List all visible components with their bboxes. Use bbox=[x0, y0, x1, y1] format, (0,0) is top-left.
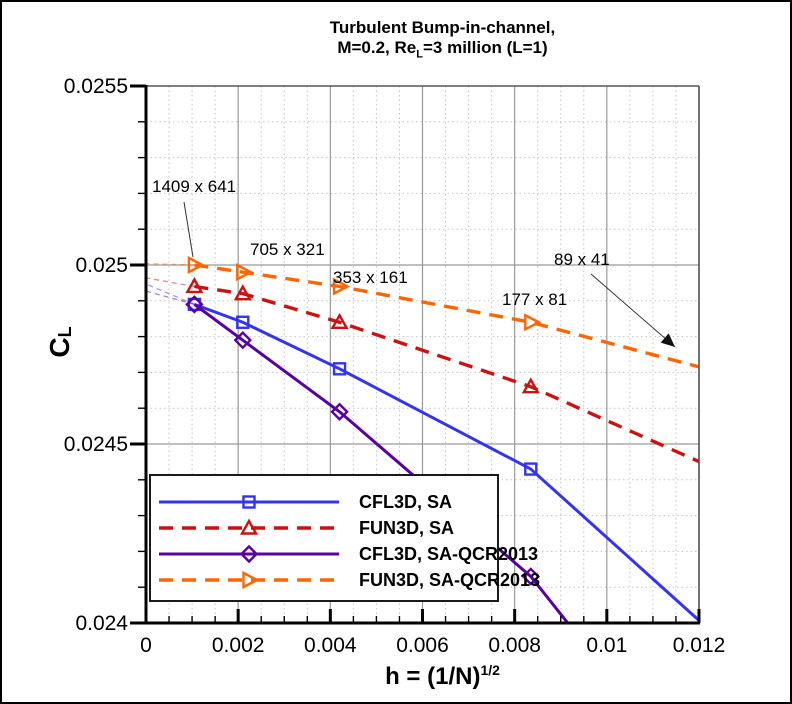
legend-marker-cfl3d-sa-qcr2013 bbox=[239, 544, 259, 564]
extrapolation-line-fun3d-sa-qcr2013 bbox=[146, 262, 195, 266]
grid-annotation: 705 x 321 bbox=[250, 240, 325, 259]
extrapolation-line-cfl3d-sa bbox=[146, 283, 195, 305]
annotation-leader-line bbox=[590, 273, 676, 348]
data-point-marker-fun3d-sa-qcr2013 bbox=[332, 277, 351, 296]
x-axis-label: h = (1/N)1/2 bbox=[385, 662, 500, 690]
y-tick-label: 0.0245 bbox=[63, 433, 128, 456]
annotation-leader-line bbox=[183, 201, 194, 258]
data-point-marker-fun3d-sa bbox=[233, 284, 252, 301]
x-tick-label: 0.002 bbox=[211, 634, 265, 657]
x-tick-label: 0.012 bbox=[672, 634, 726, 657]
legend-marker-fun3d-sa-qcr2013 bbox=[242, 571, 260, 589]
legend-label: FUN3D, SA-QCR2013 bbox=[359, 569, 541, 590]
legend-label: FUN3D, SA bbox=[359, 517, 455, 538]
x-tick-label: 0 bbox=[140, 634, 152, 657]
data-point-marker-fun3d-sa bbox=[185, 277, 204, 294]
extrapolation-line-fun3d-sa bbox=[146, 277, 195, 288]
chart-title: Turbulent Bump-in-channel, M=0.2, ReL=3 … bbox=[166, 18, 719, 64]
data-point-marker-cfl3d-sa bbox=[332, 362, 347, 376]
data-point-marker-cfl3d-sa-qcr2013 bbox=[233, 330, 252, 350]
x-tick-label: 0.01 bbox=[586, 634, 628, 657]
legend-item-cfl3d-sa: CFL3D, SA bbox=[151, 489, 497, 515]
y-tick-label: 0.024 bbox=[75, 612, 128, 635]
legend-marker-fun3d-sa bbox=[239, 518, 259, 535]
legend: CFL3D, SA FUN3D, SA CFL3D, SA-QCR2013 FU… bbox=[149, 474, 540, 602]
series-line-fun3d-sa bbox=[194, 284, 699, 464]
x-tick-label: 0.004 bbox=[304, 634, 357, 657]
legend-line-sample bbox=[159, 544, 339, 564]
legend-label: CFL3D, SA-QCR2013 bbox=[359, 543, 539, 564]
data-point-marker-fun3d-sa-qcr2013 bbox=[187, 256, 205, 274]
chart-title-line2: M=0.2, ReL=3 million (L=1) bbox=[337, 38, 548, 61]
x-tick-label: 0.008 bbox=[488, 634, 541, 657]
legend-line-sample bbox=[159, 495, 339, 509]
data-point-marker-fun3d-sa bbox=[330, 312, 349, 329]
legend-label: CFL3D, SA bbox=[359, 491, 453, 512]
data-point-marker-cfl3d-sa bbox=[187, 297, 202, 312]
series-line-cfl3d-sa bbox=[193, 302, 699, 623]
grid-annotation: 177 x 81 bbox=[502, 290, 568, 309]
data-point-marker-cfl3d-sa bbox=[236, 315, 250, 329]
series-line-fun3d-sa-qcr2013 bbox=[194, 263, 699, 369]
annotation-arrowhead bbox=[660, 333, 675, 347]
data-point-marker-fun3d-sa-qcr2013 bbox=[236, 263, 254, 282]
legend-line-sample bbox=[159, 518, 339, 535]
legend-marker-cfl3d-sa bbox=[242, 495, 256, 509]
grid-annotation: 89 x 41 bbox=[554, 250, 610, 269]
x-tick-label: 0.006 bbox=[396, 634, 449, 657]
data-point-marker-cfl3d-sa-qcr2013 bbox=[330, 402, 349, 421]
y-tick-label: 0.025 bbox=[75, 254, 128, 277]
data-point-marker-cfl3d-sa-qcr2013 bbox=[185, 295, 204, 314]
legend-item-fun3d-sa: FUN3D, SA bbox=[151, 515, 497, 541]
legend-line-sample bbox=[159, 571, 339, 589]
data-point-marker-cfl3d-sa bbox=[524, 462, 538, 476]
series-line-cfl3d-sa-qcr2013 bbox=[193, 303, 570, 623]
y-tick-label: 0.0255 bbox=[63, 75, 128, 98]
data-point-marker-fun3d-sa-qcr2013 bbox=[524, 313, 542, 332]
legend-item-fun3d-sa-qcr2013: FUN3D, SA-QCR2013 bbox=[151, 567, 540, 593]
grid-annotation: 1409 x 641 bbox=[152, 177, 237, 196]
data-point-marker-cfl3d-sa-qcr2013 bbox=[521, 567, 540, 586]
legend-item-cfl3d-sa-qcr2013: CFL3D, SA-QCR2013 bbox=[151, 541, 538, 567]
data-point-marker-fun3d-sa bbox=[521, 377, 540, 394]
grid-annotation: 353 x 161 bbox=[333, 268, 408, 287]
chart-title-line1: Turbulent Bump-in-channel, bbox=[329, 18, 556, 37]
